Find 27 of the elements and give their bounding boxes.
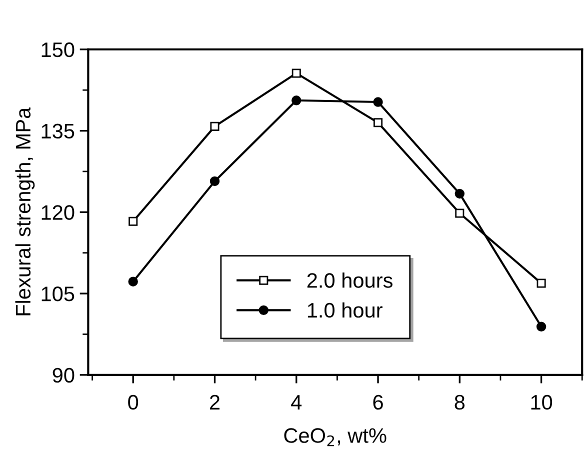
y-tick-label: 150	[42, 42, 74, 58]
point	[374, 118, 383, 128]
y-tick-label: 135	[42, 124, 74, 139]
point	[536, 278, 546, 288]
legend-label: 1.0 hour	[308, 302, 382, 318]
point	[454, 188, 465, 199]
point	[128, 276, 138, 286]
y-tick-label: 105	[42, 286, 74, 302]
x-tick-label: 6	[373, 394, 383, 410]
point	[292, 96, 302, 106]
point	[210, 122, 220, 131]
legend-label: 2.0 hours	[307, 272, 392, 288]
point	[292, 68, 301, 78]
x-tick-label: 2	[210, 394, 220, 410]
x-tick-label: 8	[454, 394, 465, 410]
x-tick-label: 0	[128, 394, 138, 410]
y-tick-label: 120	[42, 205, 74, 220]
y-tick-label: 90	[52, 368, 74, 383]
x-axis-title: CeO$_{2}$, wt%	[284, 428, 386, 446]
point	[128, 216, 138, 226]
point	[210, 176, 220, 186]
point	[536, 322, 546, 332]
point	[373, 97, 383, 107]
x-tick-label: 4	[291, 395, 302, 410]
point	[455, 208, 464, 218]
x-tick-label: 10	[531, 394, 552, 410]
y-axis-title: Flexural strength, MPa	[15, 107, 35, 316]
